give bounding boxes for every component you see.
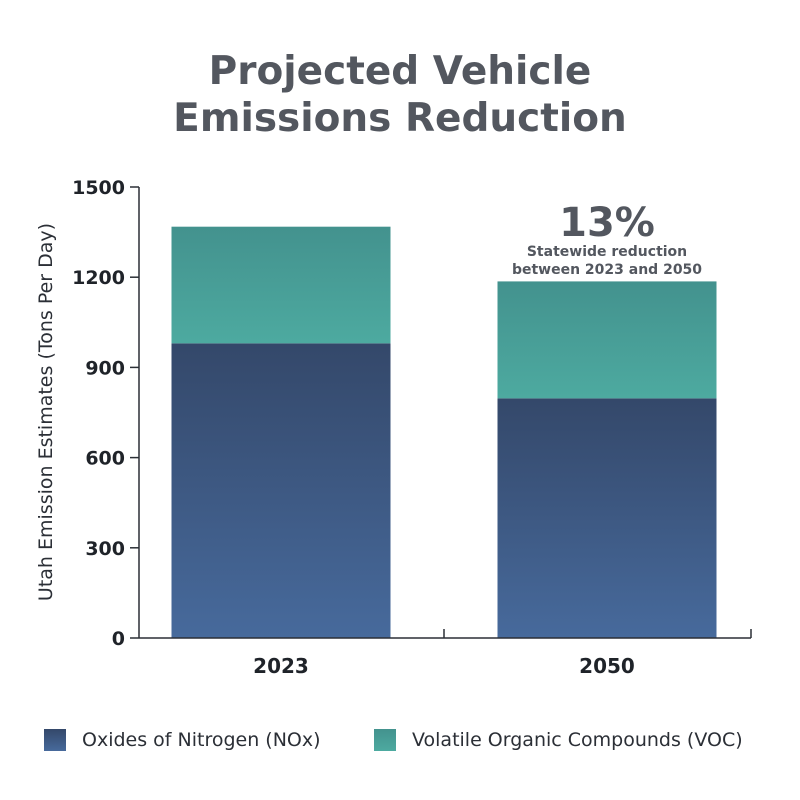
- chart-title-line-1: Projected Vehicle: [208, 49, 592, 94]
- x-tick-label-2023: 2023: [253, 654, 309, 678]
- bar-2050-series-0: [497, 398, 717, 638]
- x-tick-label-2050: 2050: [579, 654, 635, 678]
- legend-label-nox: Oxides of Nitrogen (NOx): [82, 729, 321, 751]
- y-tick-label-900: 900: [85, 357, 125, 379]
- y-tick-label-300: 300: [85, 538, 125, 560]
- y-tick-label-600: 600: [85, 448, 125, 470]
- y-tick-label-1200: 1200: [72, 267, 125, 289]
- chart-title: Projected Vehicle Emissions Reduction: [0, 48, 800, 142]
- legend-label-voc: Volatile Organic Compounds (VOC): [412, 729, 743, 751]
- legend-item-voc: Volatile Organic Compounds (VOC): [374, 726, 743, 754]
- bar-2050-series-1: [497, 281, 717, 399]
- bars-layer: [171, 226, 717, 638]
- bar-2023-series-0: [171, 343, 391, 638]
- legend-swatch-nox: [44, 729, 66, 751]
- annotation-line-2: between 2023 and 2050: [512, 262, 702, 278]
- annotation-percent: 13%: [559, 200, 655, 246]
- chart-title-line-2: Emissions Reduction: [173, 96, 627, 141]
- bar-2023-series-1: [171, 226, 391, 344]
- legend-item-nox: Oxides of Nitrogen (NOx): [44, 726, 321, 754]
- legend-swatch-voc: [374, 729, 396, 751]
- y-axis-label: Utah Emission Estimates (Tons Per Day): [35, 223, 57, 601]
- annotation: 13% Statewide reduction between 2023 and…: [512, 200, 702, 278]
- axes-layer: 0 300 600 900 1200 1500 2023 2050: [72, 177, 752, 678]
- y-tick-label-1500: 1500: [72, 177, 125, 199]
- annotation-line-1: Statewide reduction: [527, 244, 687, 260]
- y-tick-label-0: 0: [112, 628, 125, 650]
